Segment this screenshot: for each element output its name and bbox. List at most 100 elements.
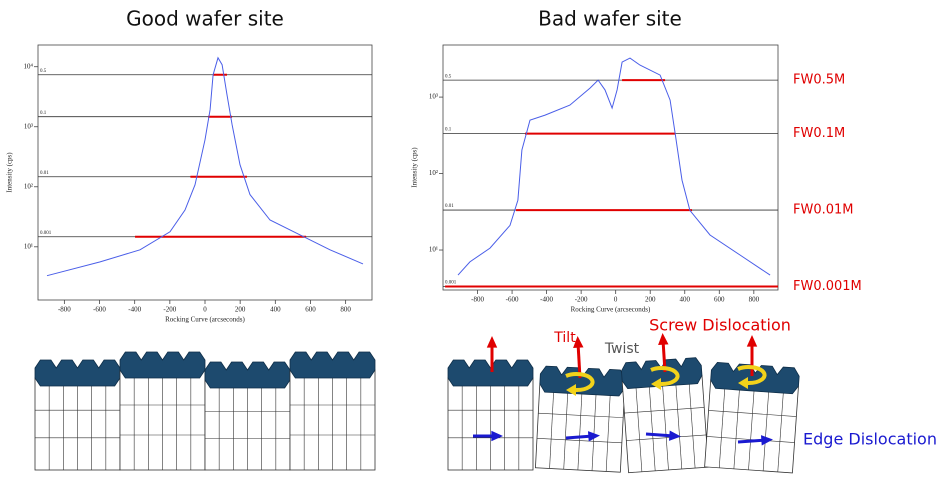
- intensity-line: [457, 57, 771, 276]
- twist-arrow-head: [738, 377, 748, 389]
- reference-label: 0.5: [445, 74, 452, 79]
- fw-label: FW0.01M: [793, 203, 854, 218]
- x-tick-label: -600: [93, 306, 106, 314]
- screw-label: Screw Dislocation: [649, 316, 791, 335]
- twist-label: Twist: [604, 341, 640, 357]
- twist-arrow: [737, 365, 767, 386]
- column-edge: [648, 379, 656, 471]
- x-tick-label: 800: [749, 296, 760, 304]
- x-tick-label: -600: [506, 296, 519, 304]
- column-block: [621, 357, 709, 474]
- column-block: [119, 351, 206, 471]
- reference-label: 0.5: [40, 69, 47, 74]
- column-top: [447, 359, 534, 387]
- column-top: [204, 361, 291, 389]
- tilt-arrow-head: [573, 336, 584, 348]
- column-ring: [536, 438, 622, 444]
- reference-label: 0.001: [445, 281, 457, 286]
- y-tick-label: 10³: [429, 93, 438, 101]
- edge-label: Edge Dislocation: [803, 430, 937, 449]
- twist-arrow-head: [566, 384, 576, 396]
- x-tick-label: -400: [128, 306, 141, 314]
- y-tick-label: 10¹: [24, 242, 33, 250]
- x-tick-label: -800: [58, 306, 71, 314]
- column-edge: [591, 386, 597, 471]
- column-ring: [708, 410, 797, 417]
- column-edge: [688, 376, 696, 469]
- edge-arrow-head: [668, 430, 681, 441]
- intensity-line: [46, 56, 364, 277]
- x-tick-label: 400: [680, 296, 691, 304]
- column-edge: [577, 386, 583, 470]
- column-block: [447, 359, 534, 471]
- column-ring: [624, 407, 705, 414]
- x-axis-label: Rocking Curve (arcseconds): [571, 306, 651, 314]
- column-edge: [675, 377, 683, 469]
- column-edge: [777, 385, 785, 472]
- y-axis-label: Intensity (cps): [411, 147, 419, 188]
- tilt-label: Tilt: [553, 330, 576, 346]
- column-block: [289, 351, 376, 471]
- edge-arrow-head: [587, 431, 600, 442]
- crystal-diagram: [34, 333, 800, 474]
- tilt-arrow-head: [746, 335, 758, 347]
- column-ring: [538, 412, 624, 418]
- reference-label: 0.1: [40, 111, 47, 116]
- chart-title: Good wafer site: [126, 7, 284, 31]
- x-tick-label: 0: [614, 296, 618, 304]
- column-edge: [661, 378, 669, 470]
- column-top: [539, 365, 626, 397]
- reference-label: 0.01: [40, 171, 49, 176]
- column-edge: [762, 384, 770, 471]
- x-tick-label: 200: [645, 296, 656, 304]
- tilt-arrow-head: [658, 333, 669, 345]
- edge-arrow: [645, 432, 675, 438]
- x-tick-label: 600: [714, 296, 725, 304]
- y-axis-label: Intensity (cps): [6, 152, 14, 193]
- x-tick-label: 400: [270, 306, 281, 314]
- twist-arrow: [650, 366, 680, 387]
- column-top: [621, 357, 703, 389]
- column-top: [119, 351, 206, 379]
- y-tick-label: 10⁴: [24, 62, 34, 70]
- fw-label: FW0.5M: [793, 73, 845, 88]
- column-edge: [563, 385, 569, 470]
- edge-arrow-head: [760, 435, 773, 446]
- edge-arrow-head: [491, 430, 503, 442]
- y-tick-label: 10³: [24, 122, 33, 130]
- plot-frame: [37, 44, 373, 301]
- x-tick-label: 600: [305, 306, 316, 314]
- column-edge: [718, 381, 726, 468]
- column-edge: [635, 379, 643, 472]
- column-block: [704, 362, 800, 474]
- column-top: [289, 351, 376, 379]
- twist-arrow-head: [651, 378, 661, 390]
- reference-label: 0.1: [445, 128, 452, 133]
- twist-arrow: [565, 372, 595, 393]
- y-tick-label: 10¹: [429, 246, 438, 254]
- x-tick-label: 0: [203, 306, 207, 314]
- column-edge: [605, 387, 611, 472]
- column-block: [34, 359, 121, 471]
- plot-frame: [442, 44, 779, 291]
- column-edge: [733, 382, 741, 469]
- reference-label: 0.001: [40, 231, 52, 236]
- column-top: [710, 362, 800, 395]
- x-tick-label: -200: [163, 306, 176, 314]
- fw-label: FW0.001M: [793, 279, 862, 294]
- x-tick-label: 200: [235, 306, 246, 314]
- column-ring: [626, 434, 707, 441]
- reference-label: 0.01: [445, 204, 454, 209]
- column-top: [34, 359, 121, 387]
- column-block: [204, 361, 291, 471]
- column-ring: [706, 436, 795, 443]
- x-tick-label: 800: [340, 306, 351, 314]
- x-tick-label: -800: [471, 296, 484, 304]
- y-tick-label: 10²: [24, 182, 33, 190]
- column-edge: [549, 384, 555, 469]
- column-block: [535, 365, 626, 473]
- chart-title: Bad wafer site: [538, 7, 682, 31]
- x-tick-label: -200: [575, 296, 588, 304]
- fw-label: FW0.1M: [793, 126, 845, 141]
